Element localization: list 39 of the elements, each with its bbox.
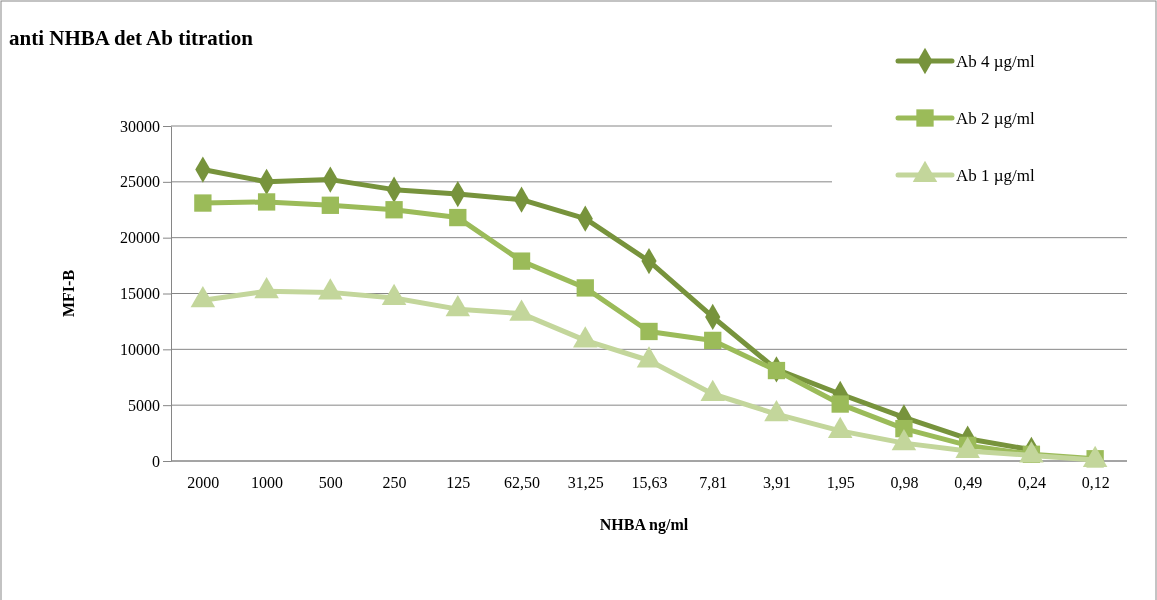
y-tick-label: 10000 [120,340,160,358]
legend-label: Ab 1 µg/ml [956,166,1036,185]
point [257,193,276,211]
point [321,196,339,214]
x-tick-label: 0,12 [1081,474,1110,492]
point [576,279,594,297]
point [512,252,531,270]
x-tick-label: 125 [446,474,471,492]
x-tick-label: 62,50 [504,474,541,492]
chart-title: anti NHBA det Ab titration [9,26,254,50]
point [640,322,658,341]
legend-label: Ab 2 µg/ml [956,109,1036,128]
y-tick-label: 15000 [120,285,160,303]
x-tick-label: 0,24 [1017,474,1046,492]
point [704,331,722,350]
x-tick-label: 2000 [187,474,220,492]
point [831,395,849,413]
x-tick-label: 0,49 [954,474,983,492]
x-axis-title: NHBA ng/ml [599,516,689,534]
point [194,194,212,212]
x-tick-label: 15,63 [631,474,668,492]
y-tick-label: 30000 [120,117,160,135]
x-tick-label: 1,95 [826,474,855,492]
y-tick-label: 20000 [120,229,160,247]
x-tick-label: 250 [382,474,407,492]
x-tick-label: 1000 [251,474,284,492]
x-tick-label: 3,91 [762,474,791,492]
x-tick-label: 7,81 [699,474,728,492]
x-tick-label: 500 [318,474,343,492]
point [449,208,467,227]
x-tick-label: 31,25 [567,474,604,492]
point [767,361,786,380]
x-tick-label: 0,98 [890,474,919,492]
y-tick-label: 0 [152,452,160,470]
y-tick-label: 25000 [120,173,160,191]
point [385,201,403,219]
legend-label: Ab 4 µg/ml [956,52,1036,71]
y-axis-title: MFI-B [60,269,77,318]
y-tick-label: 5000 [128,396,160,414]
